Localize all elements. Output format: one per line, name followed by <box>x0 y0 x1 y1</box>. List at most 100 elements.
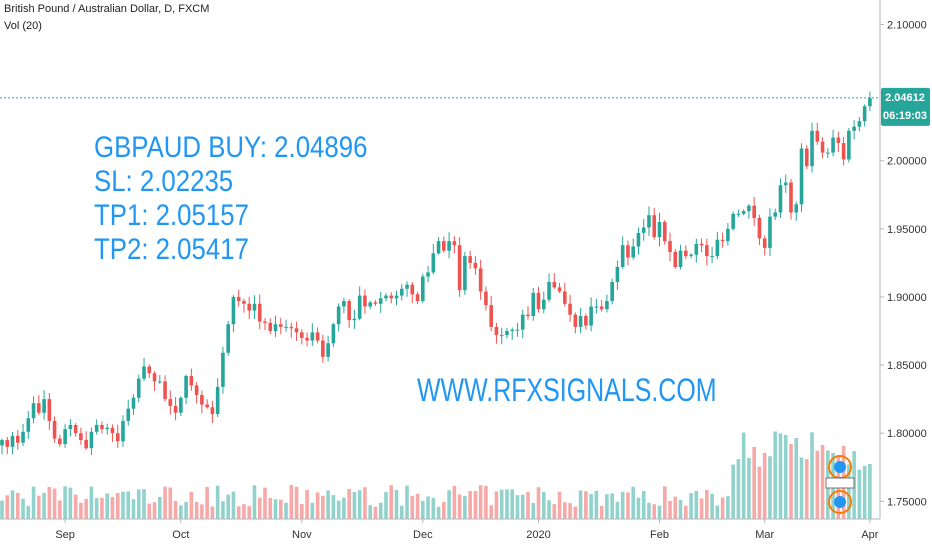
candle-body <box>452 241 457 246</box>
volume-bar <box>147 503 152 519</box>
volume-bar <box>762 452 767 519</box>
candle-body <box>136 378 141 398</box>
volume-bar <box>68 487 73 519</box>
price-badge-value: 2.04612 <box>885 92 925 104</box>
trade-signal-block: GBPAUD BUY: 2.04896 SL: 2.02235 TP1: 2.0… <box>94 131 412 267</box>
volume-bar <box>768 456 772 519</box>
candle-body <box>263 321 267 323</box>
volume-bar <box>336 500 341 519</box>
candle-body <box>584 316 588 326</box>
y-tick-label: 1.95000 <box>887 224 927 236</box>
chart-title: British Pound / Australian Dollar, D, FX… <box>4 3 210 15</box>
volume-bar <box>473 490 478 519</box>
candle-body <box>841 143 846 160</box>
candle-body <box>594 306 599 308</box>
volume-bar <box>221 501 225 519</box>
volume-bar <box>152 502 157 519</box>
candle-body <box>804 148 809 167</box>
volume-bar <box>757 466 762 519</box>
volume-bar <box>726 496 730 519</box>
volume-bar <box>810 432 814 519</box>
candle-body <box>731 213 735 229</box>
volume-bar <box>257 497 262 519</box>
volume-bar <box>431 497 436 519</box>
website-link[interactable]: WWW.RFXSIGNALS.COM <box>417 372 717 408</box>
candle-body <box>221 352 225 387</box>
candle-body <box>563 291 567 304</box>
candle-body <box>615 266 620 282</box>
candle-body <box>689 254 693 257</box>
volume-bar <box>5 495 10 519</box>
candle-body <box>273 324 278 332</box>
volume-bar <box>389 485 394 519</box>
volume-bar <box>741 432 746 519</box>
volume-bar <box>405 485 409 519</box>
candle-body <box>168 399 173 406</box>
candle-body <box>852 126 856 131</box>
candle-body <box>378 298 383 304</box>
candle-body <box>110 427 115 434</box>
volume-bar <box>194 501 199 519</box>
candle-body <box>84 439 88 449</box>
candle-body <box>142 366 146 379</box>
volume-bar <box>21 498 25 519</box>
candle-body <box>373 302 378 304</box>
x-tick-label: 2020 <box>526 529 550 541</box>
candle-body <box>573 314 578 327</box>
candle-body <box>10 435 15 447</box>
candle-body <box>652 215 657 238</box>
candle-body <box>831 137 835 153</box>
volume-bar <box>468 491 472 519</box>
volume-bar <box>868 463 872 519</box>
y-tick-label: 1.85000 <box>887 360 927 372</box>
candle-body <box>184 375 188 398</box>
candle-body <box>710 256 714 258</box>
volume-bar <box>578 490 583 519</box>
volume-bar <box>263 487 267 519</box>
candle-body <box>152 373 157 382</box>
volume-bar <box>179 505 183 519</box>
candle-body <box>131 397 136 409</box>
volume-bar <box>268 498 273 519</box>
volume-bar <box>399 505 404 519</box>
volume-bars <box>0 431 872 519</box>
candle-body <box>636 232 641 247</box>
candle-body <box>52 420 57 439</box>
volume-bar <box>668 500 672 519</box>
candle-body <box>647 215 651 228</box>
volume-bar <box>273 499 278 519</box>
candle-body <box>768 216 772 248</box>
candle-body <box>589 306 593 326</box>
candle-body <box>236 296 241 302</box>
candle-body <box>463 256 467 291</box>
candle-body <box>478 268 483 292</box>
candle-body <box>5 439 10 447</box>
volume-bar <box>368 505 372 519</box>
volume-bar <box>52 488 57 519</box>
candle-body <box>541 299 546 310</box>
candle-body <box>741 211 746 214</box>
candle-body <box>305 337 309 341</box>
candle-body <box>747 205 751 212</box>
volume-bar <box>747 457 751 519</box>
candle-body <box>205 404 209 408</box>
volume-bar <box>384 492 388 519</box>
volume-bar <box>331 495 336 519</box>
volume-bar <box>752 446 756 519</box>
volume-bar <box>184 501 188 519</box>
candle-body <box>605 301 609 310</box>
candle-body <box>247 303 252 311</box>
candle-body <box>631 246 635 258</box>
candle-body <box>557 287 562 292</box>
candle-body <box>331 324 336 344</box>
candle-body <box>457 245 462 291</box>
candle-body <box>394 295 399 299</box>
candle-body <box>673 252 678 267</box>
candle-body <box>783 182 788 186</box>
candle-body <box>42 399 46 413</box>
volume-bar <box>252 485 257 519</box>
volume-bar <box>415 493 420 519</box>
volume-bar <box>305 490 309 519</box>
candle-body <box>678 250 683 267</box>
